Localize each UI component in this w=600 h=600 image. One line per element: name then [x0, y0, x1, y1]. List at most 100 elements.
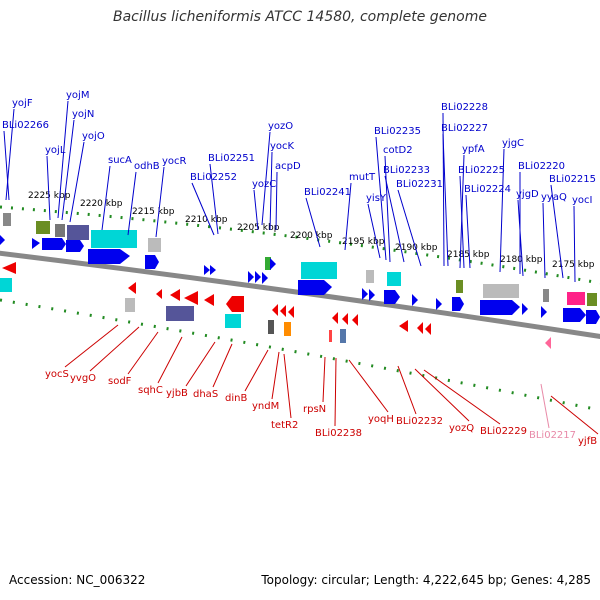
gene-label: rpsN [303, 404, 326, 415]
label-leader-line [397, 365, 417, 415]
label-leader-line [305, 197, 321, 248]
gene-arrow [541, 306, 547, 318]
gene-arrow [425, 323, 431, 335]
gene-feature [55, 224, 65, 237]
label-leader-line [540, 383, 550, 429]
label-leader-line [127, 331, 159, 375]
scale-label: 2195 kbp [342, 237, 385, 247]
gene-label: BLi02238 [315, 428, 362, 439]
gene-feature [36, 221, 50, 234]
label-leader-line [46, 155, 51, 221]
genome-info-label: Topology: circular; Length: 4,222,645 bp… [261, 573, 591, 587]
gene-label: yisY [366, 193, 387, 204]
gene-label: BLi02220 [518, 161, 565, 172]
label-leader-line [69, 141, 85, 223]
gene-label: BLi02233 [383, 165, 430, 176]
label-leader-line [212, 343, 233, 388]
label-leader-line [499, 148, 505, 273]
gene-arrow [248, 271, 254, 283]
gene-feature [301, 262, 337, 279]
scale-label: 2215 kbp [132, 207, 175, 217]
label-leader-line [157, 336, 183, 384]
gene-label: yyaQ [541, 192, 567, 203]
label-leader-line [185, 341, 216, 387]
label-leader-line [261, 131, 271, 226]
gene-feature [91, 230, 137, 248]
label-leader-line [397, 189, 422, 267]
label-leader-line [550, 395, 599, 435]
label-leader-line [384, 155, 391, 263]
gene-label: BLi02251 [208, 153, 255, 164]
gene-feature [265, 257, 271, 270]
gene-arrow [352, 314, 358, 326]
label-leader-line [459, 175, 465, 269]
gene-arrow [298, 280, 332, 295]
gene-label: BLi02235 [374, 126, 421, 137]
forward-label-leaders [3, 100, 576, 283]
gene-label: BLi02232 [396, 416, 443, 427]
gene-arrow [452, 297, 464, 311]
gene-label: BLi02224 [464, 184, 511, 195]
label-leader-line [61, 119, 75, 221]
label-leader-line [271, 351, 280, 400]
gene-label: yndM [252, 401, 279, 412]
label-leader-line [191, 182, 215, 236]
gene-label: sodF [108, 376, 132, 387]
gene-arrow [204, 265, 210, 275]
gene-label: yojM [66, 90, 89, 101]
gene-label: ypfA [462, 144, 485, 155]
label-leader-line [244, 349, 269, 392]
gene-label: BLi02266 [2, 120, 49, 131]
label-leader-line [423, 369, 501, 425]
label-leader-line [550, 184, 564, 279]
scale-label: 2190 kbp [395, 243, 438, 253]
gene-arrow [262, 272, 268, 284]
gene-arrow [204, 294, 214, 306]
gene-arrow [480, 300, 520, 315]
scale-label: 2185 kbp [447, 250, 490, 260]
label-leader-line [275, 171, 278, 231]
gene-label: tetR2 [271, 420, 298, 431]
label-leader-line [283, 353, 292, 419]
gene-label: yocK [270, 141, 295, 152]
gene-label: yjgC [502, 138, 524, 149]
scale-label: 2175 kbp [552, 260, 595, 270]
gene-arrow [2, 262, 16, 274]
reverse-gene-labels: yocS yvgO sodF sqhC yjbB dhaS dinB yndM tetR2 rps… [45, 369, 597, 447]
gene-feature [3, 213, 11, 226]
gene-label: yojL [45, 145, 66, 156]
gene-feature [543, 289, 549, 302]
scale-label: 2205 kbp [237, 223, 280, 233]
gene-arrow [0, 235, 5, 245]
gene-arrow [332, 312, 338, 324]
label-leader-line [542, 202, 546, 279]
gene-label: mutT [349, 172, 376, 183]
gene-arrow [342, 313, 348, 325]
gene-label: BLi02231 [396, 179, 443, 190]
gene-arrow [399, 320, 408, 332]
gene-arrow [255, 271, 261, 283]
gene-label: yojF [12, 98, 33, 109]
gene-arrow [280, 305, 286, 317]
gene-feature [166, 306, 194, 321]
reverse-strand-features [0, 262, 551, 349]
page-title: Bacillus licheniformis ATCC 14580, compl… [113, 9, 487, 25]
label-leader-line [517, 199, 524, 277]
gene-feature [567, 292, 585, 305]
forward-strand-features [0, 213, 600, 324]
gene-label: odhB [134, 161, 160, 172]
gene-label: yocR [162, 156, 187, 167]
gene-feature [125, 298, 135, 312]
label-leader-line [155, 166, 165, 238]
gene-feature [387, 272, 401, 286]
gene-arrow [226, 296, 244, 312]
label-leader-line [269, 151, 273, 231]
label-leader-line [573, 205, 576, 283]
label-leader-line [127, 171, 137, 236]
gene-arrow [270, 258, 276, 270]
gene-arrow [128, 282, 136, 294]
label-leader-line [253, 189, 259, 231]
label-leader-line [414, 368, 470, 422]
